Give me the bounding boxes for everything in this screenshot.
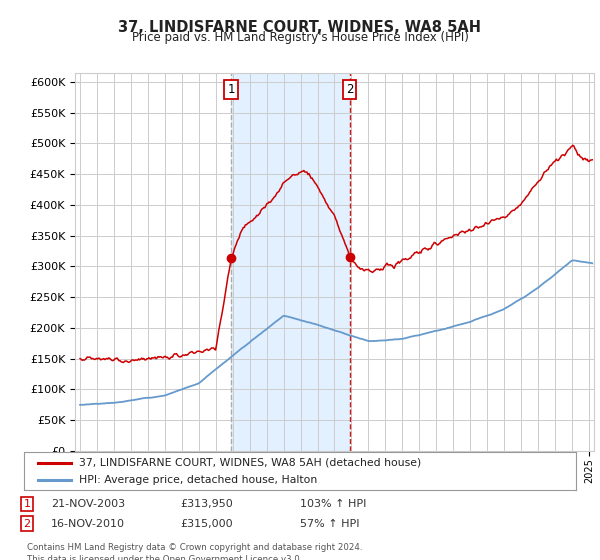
Text: 57% ↑ HPI: 57% ↑ HPI: [300, 519, 359, 529]
Text: £313,950: £313,950: [180, 499, 233, 509]
Bar: [231, 73, 350, 451]
Text: 16-NOV-2010: 16-NOV-2010: [51, 519, 125, 529]
Text: 1: 1: [23, 499, 31, 509]
Text: 37, LINDISFARNE COURT, WIDNES, WA8 5AH (detached house): 37, LINDISFARNE COURT, WIDNES, WA8 5AH (…: [79, 458, 421, 468]
Text: 21-NOV-2003: 21-NOV-2003: [51, 499, 125, 509]
Text: HPI: Average price, detached house, Halton: HPI: Average price, detached house, Halt…: [79, 475, 317, 486]
Text: 37, LINDISFARNE COURT, WIDNES, WA8 5AH: 37, LINDISFARNE COURT, WIDNES, WA8 5AH: [119, 20, 482, 35]
Text: Price paid vs. HM Land Registry's House Price Index (HPI): Price paid vs. HM Land Registry's House …: [131, 31, 469, 44]
Text: 1: 1: [227, 83, 235, 96]
Text: 103% ↑ HPI: 103% ↑ HPI: [300, 499, 367, 509]
Text: 2: 2: [23, 519, 31, 529]
Text: Contains HM Land Registry data © Crown copyright and database right 2024.
This d: Contains HM Land Registry data © Crown c…: [27, 543, 362, 560]
Text: 2: 2: [346, 83, 353, 96]
Text: £315,000: £315,000: [180, 519, 233, 529]
